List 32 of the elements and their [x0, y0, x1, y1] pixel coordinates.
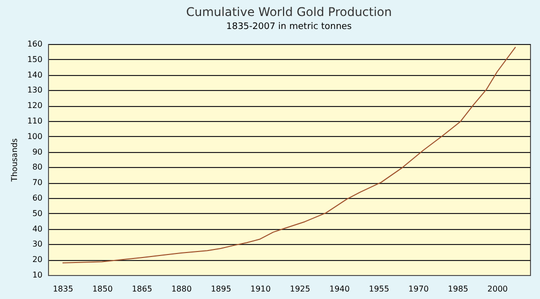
x-tick-label: 2000 — [487, 284, 508, 294]
x-tick-label: 1910 — [250, 284, 271, 294]
x-tick-label: 1835 — [52, 284, 74, 294]
x-tick-label: 1865 — [132, 284, 152, 294]
chart-subtitle: 1835-2007 in metric tonnes — [226, 22, 352, 32]
y-tick-label: 70 — [32, 178, 42, 188]
y-tick-label: 160 — [27, 40, 42, 48]
chart-title: Cumulative World Gold Production — [186, 5, 392, 19]
y-axis-title: Thousands — [10, 138, 20, 183]
x-tick-label: 1970 — [408, 284, 429, 294]
y-tick-label: 120 — [27, 101, 42, 110]
y-tick-label: 130 — [27, 86, 42, 95]
x-tick-label: 1940 — [329, 284, 350, 294]
y-tick-label: 50 — [32, 208, 42, 218]
x-tick-label: 1955 — [368, 284, 390, 294]
y-tick-label: 20 — [32, 255, 42, 264]
y-tick-label: 10 — [32, 270, 42, 280]
y-tick-label: 60 — [32, 194, 42, 202]
x-tick-label: 1880 — [171, 284, 192, 294]
x-tick-label: 1925 — [290, 284, 310, 294]
x-tick-label: 1985 — [448, 284, 468, 294]
y-tick-label: 150 — [27, 54, 42, 64]
y-tick-label: 90 — [32, 147, 42, 156]
line-series — [62, 46, 516, 264]
y-tick-label: 30 — [32, 240, 42, 249]
y-tick-label: 80 — [32, 162, 42, 172]
y-tick-label: 140 — [27, 70, 42, 80]
y-tick-label: 100 — [27, 132, 42, 141]
x-tick-label: 1850 — [92, 284, 113, 294]
y-tick-label: 110 — [27, 116, 42, 126]
x-tick-label: 1895 — [210, 284, 232, 294]
y-tick-label: 40 — [32, 224, 42, 234]
